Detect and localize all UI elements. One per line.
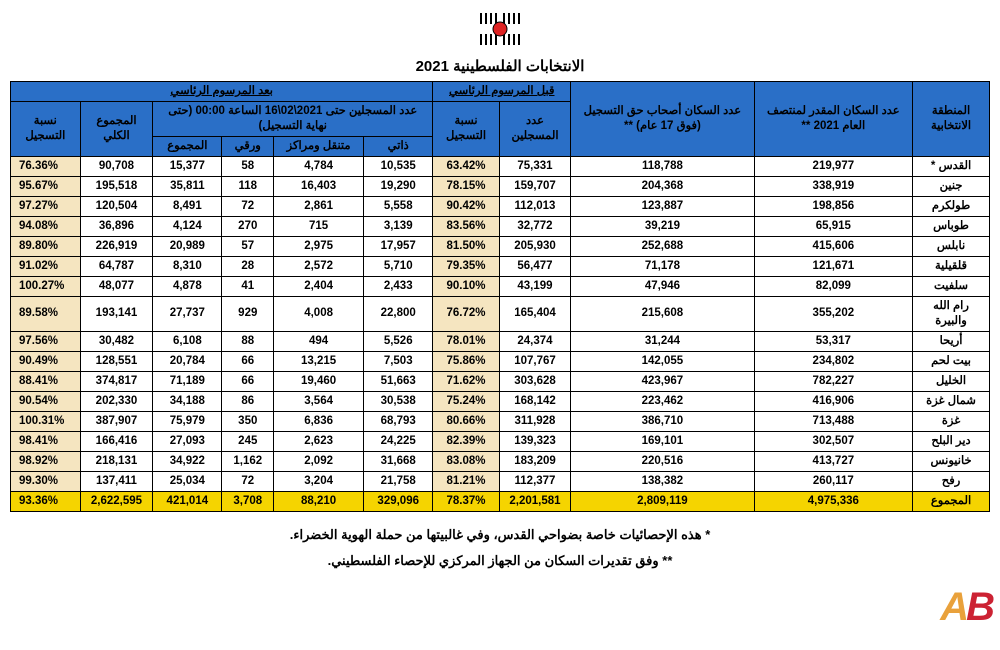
table-row: رفح 260,117 138,382 112,377 81.21% 21,75… (11, 471, 990, 491)
table-row: القدس * 219,977 118,788 75,331 63.42% 10… (11, 156, 990, 176)
th-eligible: عدد السكان أصحاب حق التسجيل (فوق 17 عام)… (571, 82, 754, 157)
th-sum: المجموع (153, 136, 222, 156)
table-row: قلقيلية 121,671 71,178 56,477 79.35% 5,7… (11, 256, 990, 276)
watermark: AB (940, 585, 992, 630)
th-mobile: متنقل ومراكز (274, 136, 364, 156)
table-row: طولكرم 198,856 123,887 112,013 90.42% 5,… (11, 196, 990, 216)
table-row: المجموع 4,975,336 2,809,119 2,201,581 78… (11, 491, 990, 511)
footnote-1: * هذه الإحصائيات خاصة بضواحي القدس، وفي … (10, 522, 990, 548)
table-row: شمال غزة 416,906 223,462 168,142 75.24% … (11, 391, 990, 411)
table-row: الخليل 782,227 423,967 303,628 71.62% 51… (11, 371, 990, 391)
table-row: جنين 338,919 204,368 159,707 78.15% 19,2… (11, 176, 990, 196)
table-row: نابلس 415,606 252,688 205,930 81.50% 17,… (11, 236, 990, 256)
table-row: بيت لحم 234,802 142,055 107,767 75.86% 7… (11, 351, 990, 371)
table-row: سلفيت 82,099 47,946 43,199 90.10% 2,433 … (11, 276, 990, 296)
th-before-group: قبل المرسوم الرئاسي (433, 82, 571, 102)
footnotes: * هذه الإحصائيات خاصة بضواحي القدس، وفي … (10, 522, 990, 574)
th-before-reg: عدد المسجلين (499, 101, 571, 156)
table-row: رام الله والبيرة 355,202 215,608 165,404… (11, 296, 990, 331)
elections-table: المنطقة الانتخابية عدد السكان المقدر لمن… (10, 81, 990, 512)
table-row: خانيونس 413,727 220,516 183,209 83.08% 3… (11, 451, 990, 471)
table-row: طوباس 65,915 39,219 32,772 83.56% 3,139 … (11, 216, 990, 236)
th-region: المنطقة الانتخابية (913, 82, 990, 157)
th-paper: ورقي (222, 136, 274, 156)
footnote-2: ** وفق تقديرات السكان من الجهاز المركزي … (10, 548, 990, 574)
table-row: دير البلح 302,507 169,101 139,323 82.39%… (11, 431, 990, 451)
th-after-pct: نسبة التسجيل (11, 101, 81, 156)
th-total-all: المجموع الكلي (80, 101, 153, 156)
th-after-sub: عدد المسجلين حتى 2021\02\16 الساعة 00:00… (153, 101, 433, 136)
page-title: الانتخابات الفلسطينية 2021 (10, 57, 990, 75)
table-row: غزة 713,488 386,710 311,928 80.66% 68,79… (11, 411, 990, 431)
th-pop: عدد السكان المقدر لمنتصف العام 2021 ** (754, 82, 912, 157)
table-row: أريحا 53,317 31,244 24,374 78.01% 5,526 … (11, 331, 990, 351)
th-after-group: بعد المرسوم الرئاسي (11, 82, 433, 102)
th-self: ذاتي (364, 136, 433, 156)
logo (10, 10, 990, 53)
th-before-pct: نسبة التسجيل (433, 101, 499, 156)
